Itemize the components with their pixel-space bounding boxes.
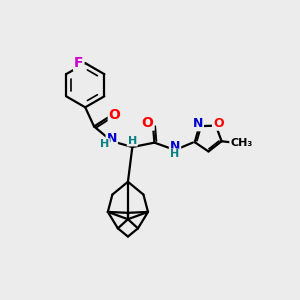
Text: O: O (213, 117, 224, 130)
Text: O: O (109, 108, 121, 122)
Text: N: N (193, 117, 203, 130)
Text: F: F (74, 56, 83, 70)
Text: N: N (170, 140, 180, 153)
Text: H: H (169, 149, 179, 159)
Text: H: H (100, 139, 109, 149)
Text: O: O (142, 116, 154, 130)
Text: CH₃: CH₃ (230, 138, 252, 148)
Text: N: N (106, 132, 117, 145)
Text: H: H (128, 136, 137, 146)
